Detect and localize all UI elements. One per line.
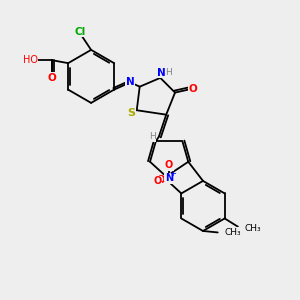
Text: CH₃: CH₃ [224, 228, 241, 237]
Text: H: H [149, 132, 156, 141]
Text: ⁻: ⁻ [160, 179, 165, 189]
Text: O: O [165, 160, 173, 170]
Text: H: H [165, 68, 172, 77]
Text: HO: HO [23, 55, 38, 65]
Text: O: O [157, 175, 165, 185]
Text: O: O [154, 176, 162, 186]
Text: N: N [158, 68, 166, 78]
Text: +: + [169, 169, 176, 178]
Text: O: O [188, 84, 197, 94]
Text: N: N [126, 77, 135, 87]
Text: O: O [48, 73, 56, 83]
Text: N: N [165, 173, 173, 183]
Text: S: S [128, 108, 136, 118]
Text: Cl: Cl [74, 27, 86, 37]
Text: CH₃: CH₃ [244, 224, 261, 233]
